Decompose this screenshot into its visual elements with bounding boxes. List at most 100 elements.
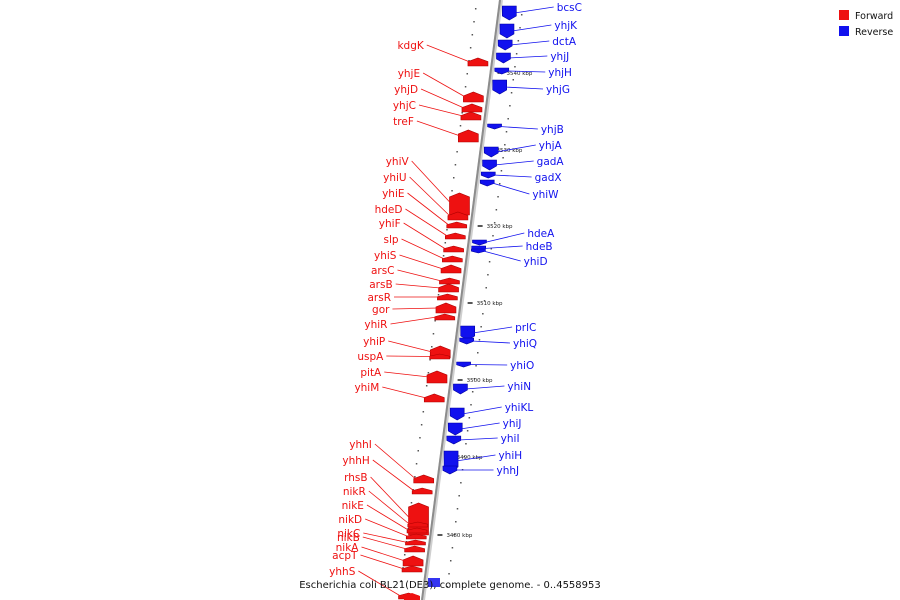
forward-gene-glyph[interactable] [447, 211, 469, 221]
forward-gene-label[interactable]: arsC [371, 265, 395, 277]
reverse-gene-glyph[interactable] [471, 248, 486, 254]
reverse-gene-label[interactable]: yhiQ [513, 338, 537, 350]
reverse-gene-glyph[interactable] [483, 146, 499, 158]
reverse-gene-label[interactable]: prlC [515, 322, 536, 334]
reverse-gene-label[interactable]: yhjH [548, 67, 572, 79]
reverse-gene-label[interactable]: yhiKL [505, 402, 534, 414]
forward-gene-label[interactable]: arsB [369, 279, 392, 291]
forward-gene-glyph[interactable] [445, 232, 466, 240]
reverse-gene-glyph[interactable] [497, 39, 513, 51]
forward-gene-glyph[interactable] [440, 264, 462, 274]
forward-gene-glyph[interactable] [402, 555, 424, 567]
forward-gene-glyph[interactable] [443, 245, 464, 253]
forward-gene-label[interactable]: yhiP [363, 336, 385, 348]
forward-gene-glyph[interactable] [407, 521, 429, 528]
forward-gene-label[interactable]: yhjD [394, 84, 418, 96]
reverse-gene-label[interactable]: gadA [537, 156, 565, 168]
forward-gene-label[interactable]: yhhI [349, 439, 372, 451]
reverse-gene-label[interactable]: yhiH [498, 450, 522, 462]
forward-gene-glyph[interactable] [438, 283, 459, 293]
forward-gene-label[interactable]: yhiR [364, 319, 387, 331]
reverse-gene-glyph[interactable] [494, 67, 510, 75]
forward-gene-glyph[interactable] [435, 302, 457, 314]
reverse-gene-glyph[interactable] [447, 422, 463, 436]
forward-gene-label[interactable]: nikR [343, 486, 366, 498]
reverse-gene-glyph[interactable] [492, 79, 507, 95]
reverse-gene-glyph[interactable] [453, 383, 468, 395]
reverse-gene-glyph[interactable] [480, 171, 496, 179]
forward-gene-glyph[interactable] [406, 527, 428, 534]
forward-gene-label[interactable]: nikB [337, 532, 360, 544]
reverse-gene-label[interactable]: yhiW [532, 189, 559, 201]
forward-gene-glyph[interactable] [405, 539, 426, 546]
forward-gene-glyph[interactable] [405, 533, 427, 540]
forward-gene-label[interactable]: acpT [332, 550, 358, 562]
forward-gene-label[interactable]: yhhH [342, 455, 369, 467]
reverse-gene-glyph[interactable] [487, 123, 502, 130]
reverse-gene-glyph[interactable] [496, 52, 511, 64]
forward-gene-glyph[interactable] [463, 91, 484, 103]
reverse-gene-label[interactable]: yhjA [539, 140, 563, 152]
forward-gene-label[interactable]: nikD [338, 514, 362, 526]
reverse-gene-label[interactable]: hdeA [527, 228, 555, 240]
forward-gene-glyph[interactable] [439, 277, 460, 285]
forward-gene-glyph[interactable] [404, 545, 425, 553]
reverse-gene-label[interactable]: yhiO [510, 360, 534, 372]
forward-gene-label[interactable]: slp [383, 234, 398, 246]
forward-gene-glyph[interactable] [411, 487, 433, 495]
reverse-gene-glyph[interactable] [472, 239, 487, 246]
forward-gene-glyph[interactable] [426, 370, 448, 384]
reverse-gene-glyph[interactable] [479, 179, 495, 187]
reverse-gene-glyph[interactable] [502, 5, 517, 21]
forward-gene-label[interactable]: yhiS [374, 250, 397, 262]
reverse-gene-glyph[interactable] [428, 578, 440, 587]
forward-gene-glyph[interactable] [460, 111, 482, 121]
forward-gene-label[interactable]: nikE [342, 500, 364, 512]
reverse-gene-glyph[interactable] [449, 407, 465, 421]
reverse-gene-label[interactable]: yhiI [501, 433, 520, 445]
forward-gene-label[interactable]: yhiM [354, 382, 379, 394]
forward-gene-glyph[interactable] [467, 57, 489, 67]
forward-gene-glyph[interactable] [413, 474, 435, 484]
forward-gene-label[interactable]: gor [372, 304, 390, 316]
forward-gene-glyph[interactable] [401, 565, 423, 573]
forward-gene-label[interactable]: treF [393, 116, 414, 128]
reverse-gene-glyph[interactable] [482, 159, 497, 171]
forward-gene-label[interactable]: nikC [337, 528, 360, 540]
forward-gene-label[interactable]: yhiV [386, 156, 410, 168]
forward-gene-glyph[interactable] [446, 221, 468, 229]
forward-gene-glyph[interactable] [423, 393, 445, 403]
forward-gene-label[interactable]: hdeD [375, 204, 403, 216]
forward-gene-label[interactable]: yhiE [382, 188, 404, 200]
forward-gene-glyph[interactable] [442, 255, 463, 263]
reverse-gene-label[interactable]: yhjK [554, 20, 578, 32]
reverse-gene-glyph[interactable] [442, 465, 458, 475]
forward-gene-glyph[interactable] [449, 192, 470, 216]
reverse-gene-label[interactable]: yhiN [507, 381, 531, 393]
reverse-gene-label[interactable]: yhiJ [503, 418, 522, 430]
reverse-gene-label[interactable]: yhjB [541, 124, 564, 136]
forward-gene-glyph[interactable] [461, 103, 483, 113]
reverse-gene-label[interactable]: hdeB [526, 241, 553, 253]
reverse-gene-label[interactable]: yhjG [546, 84, 570, 96]
forward-gene-glyph[interactable] [458, 129, 479, 143]
forward-gene-label[interactable]: uspA [357, 351, 384, 363]
forward-gene-label[interactable]: kdgK [397, 40, 424, 52]
reverse-gene-glyph[interactable] [456, 361, 471, 368]
reverse-gene-label[interactable]: gadX [535, 172, 562, 184]
forward-gene-label[interactable]: yhjC [393, 100, 416, 112]
forward-gene-label[interactable]: yhhS [329, 566, 356, 578]
reverse-gene-label[interactable]: bcsC [557, 2, 582, 14]
forward-gene-label[interactable]: yhiF [379, 218, 401, 230]
forward-gene-label[interactable]: nikA [336, 542, 360, 554]
reverse-gene-label[interactable]: yhjJ [550, 51, 569, 63]
reverse-gene-glyph[interactable] [459, 337, 474, 345]
reverse-gene-label[interactable]: dctA [552, 36, 577, 48]
forward-gene-glyph[interactable] [404, 593, 420, 600]
forward-gene-label[interactable]: yhiU [383, 172, 406, 184]
forward-gene-label[interactable]: pitA [360, 367, 382, 379]
forward-gene-glyph[interactable] [437, 293, 458, 301]
forward-gene-glyph[interactable] [434, 313, 456, 321]
forward-gene-label[interactable]: arsR [367, 292, 391, 304]
reverse-gene-glyph[interactable] [446, 435, 462, 445]
